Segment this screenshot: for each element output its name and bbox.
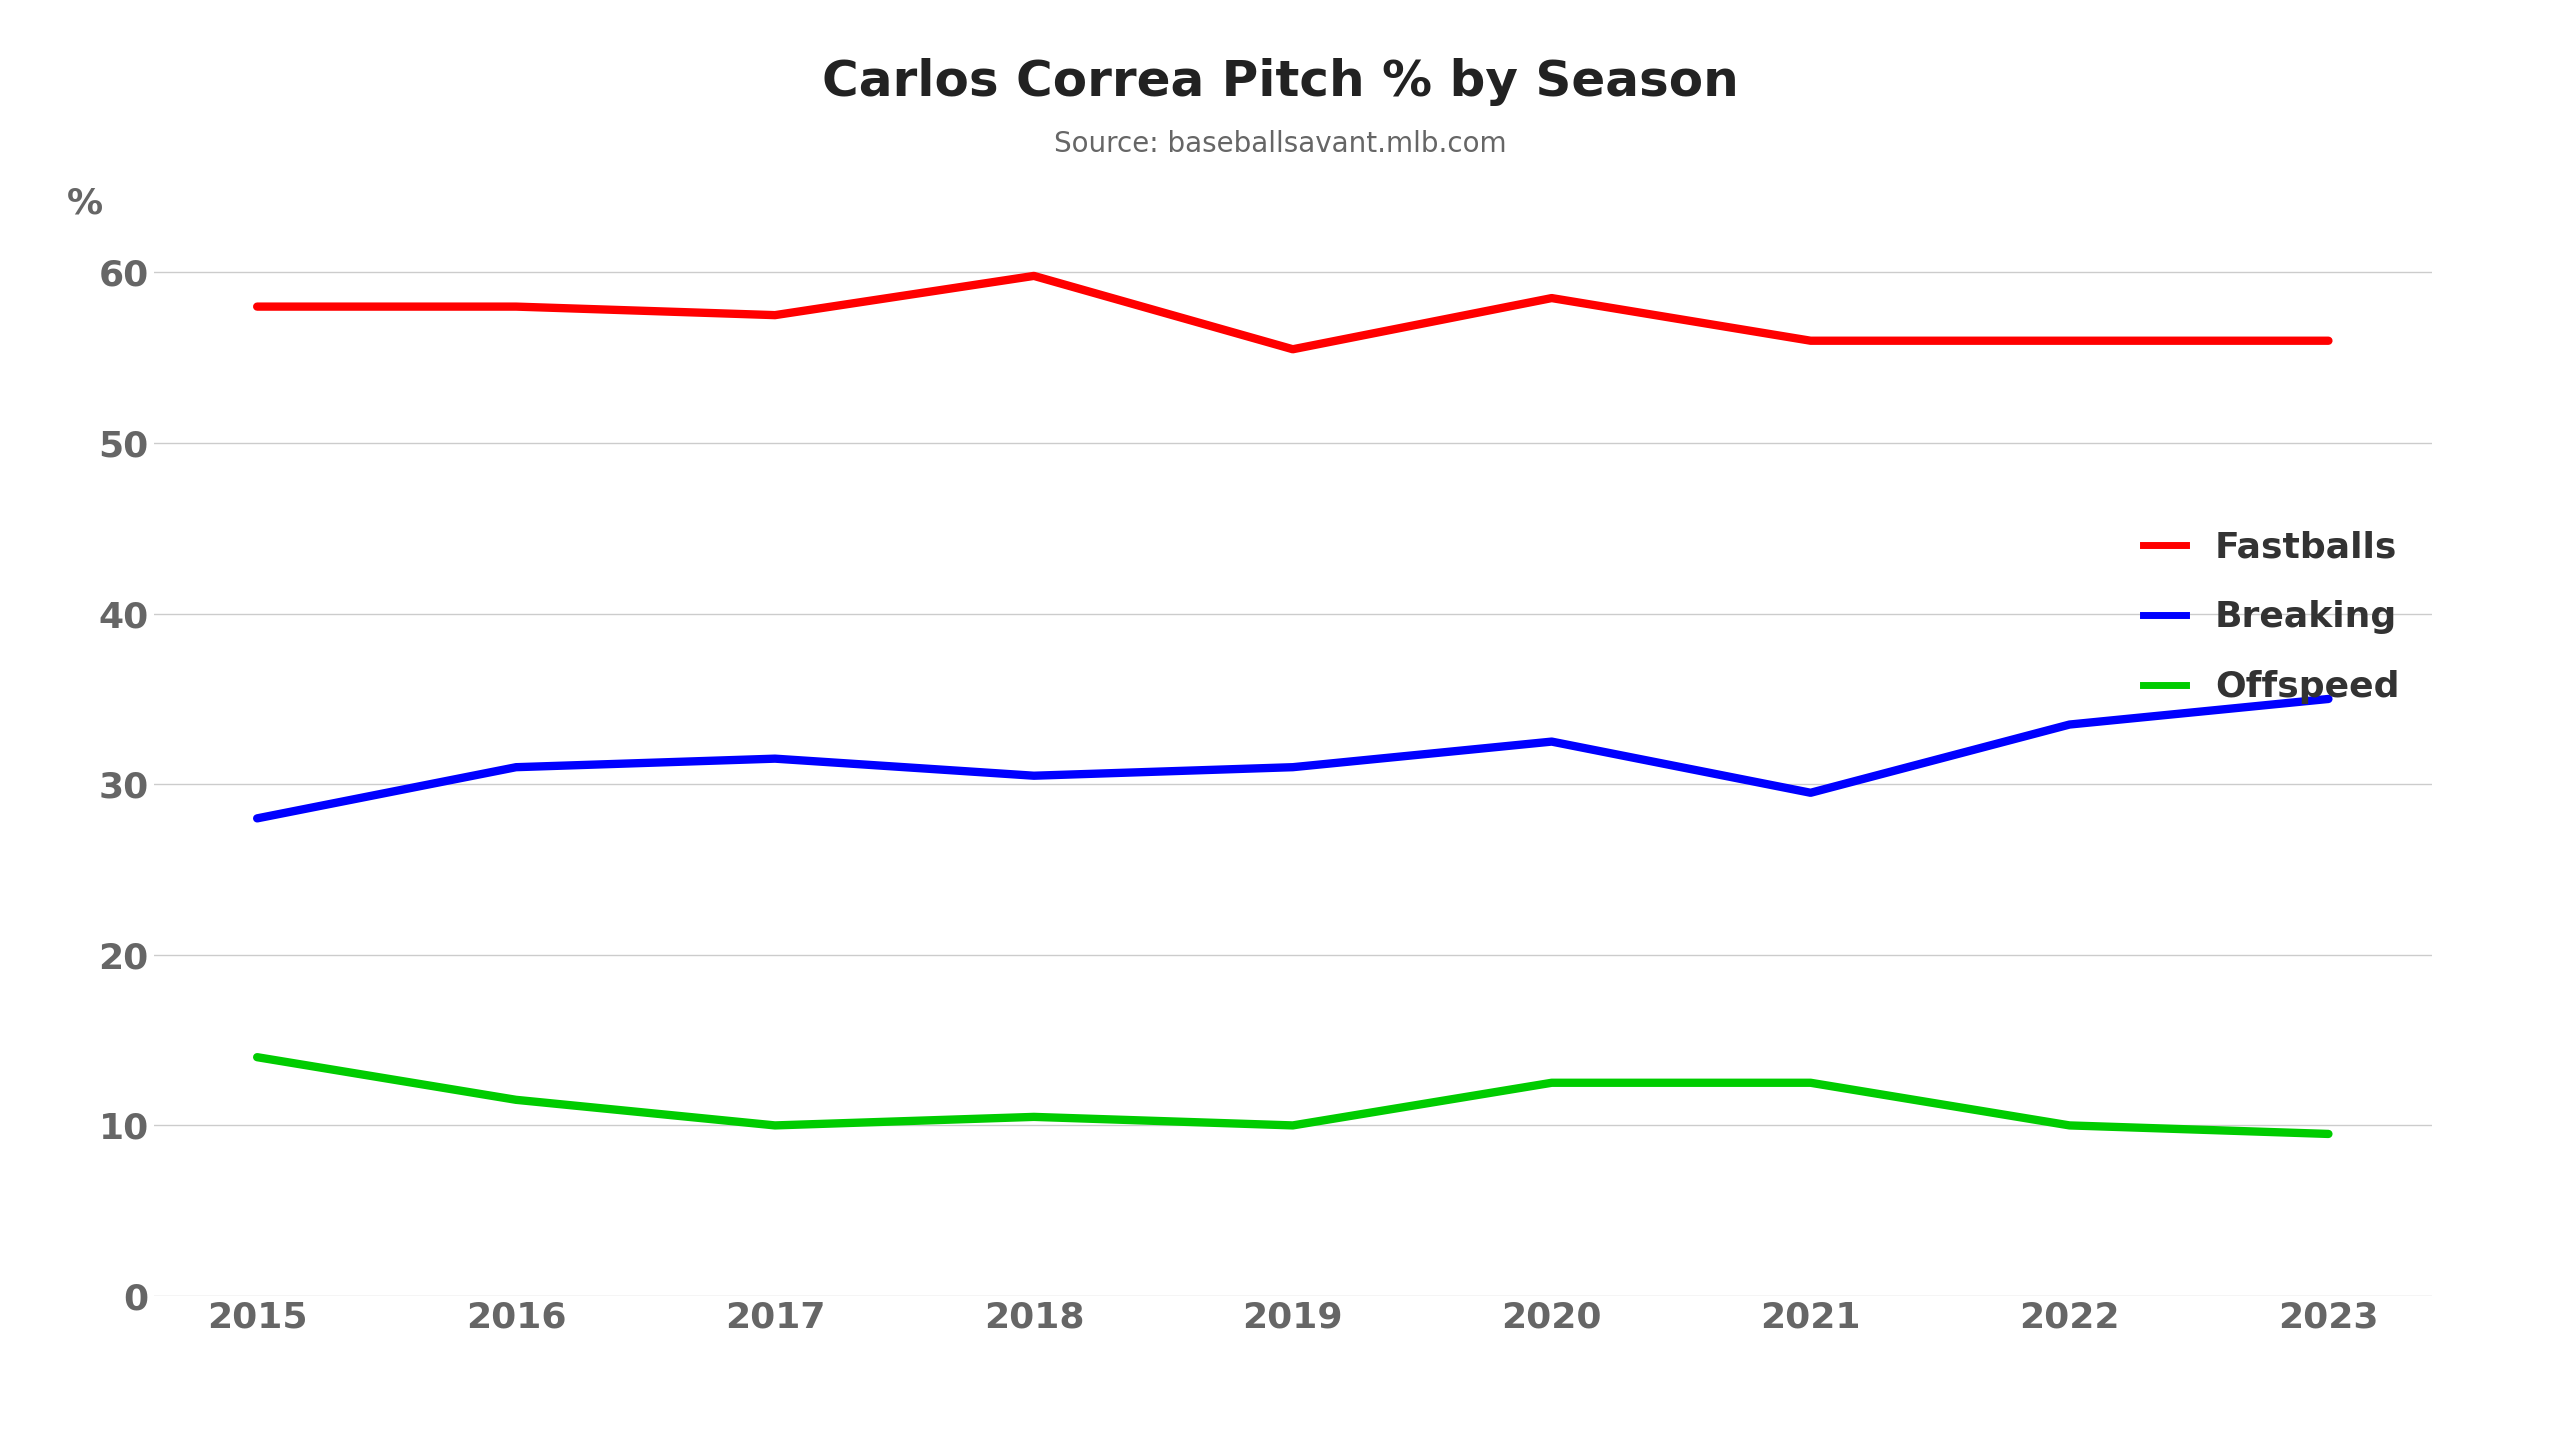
Text: Carlos Correa Pitch % by Season: Carlos Correa Pitch % by Season [822, 58, 1738, 105]
Text: Source: baseballsavant.mlb.com: Source: baseballsavant.mlb.com [1055, 130, 1505, 157]
Y-axis label: %: % [67, 186, 102, 220]
Legend: Fastballs, Breaking, Offspeed: Fastballs, Breaking, Offspeed [2127, 516, 2414, 719]
